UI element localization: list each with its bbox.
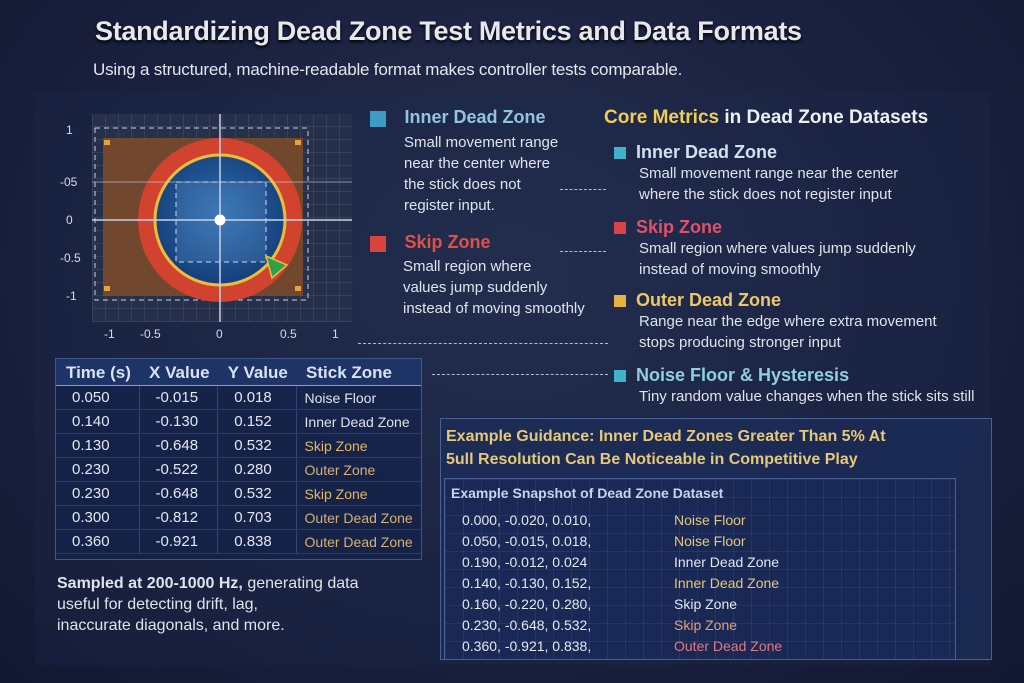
table-cell: 0.360	[56, 529, 140, 554]
snapshot-row: 0.230, -0.648, 0.532, Skip Zone	[462, 617, 738, 633]
square-icon	[614, 370, 626, 383]
connector-arrow	[560, 189, 606, 190]
table-cell: Outer Zone	[296, 457, 421, 482]
table-cell: Inner Dead Zone	[296, 409, 421, 434]
table-cell: 0.532	[217, 433, 297, 458]
snapshot-panel	[444, 478, 956, 660]
x-tick: -0.5	[140, 327, 161, 341]
inner-dead-zone-swatch-icon	[370, 110, 386, 127]
sampling-note: Sampled at 200-1000 Hz, generating data …	[57, 575, 359, 634]
core-item-outer-dead-zone: Outer Dead Zone Range near the edge wher…	[614, 290, 937, 353]
legend-desc: near the center where	[404, 155, 550, 172]
square-icon	[614, 295, 626, 308]
table-row: 0.360 -0.921 0.838 Outer Dead Zone	[56, 529, 421, 554]
col-header: X Value	[139, 359, 218, 386]
snapshot-row: 0.000, -0.020, 0.010, Noise Floor	[462, 512, 746, 528]
core-metrics-title: Core Metrics in Dead Zone Datasets	[604, 107, 929, 128]
legend-desc: register input.	[404, 197, 495, 214]
table-cell: 0.230	[56, 481, 140, 506]
legend-desc: instead of moving smoothly	[403, 300, 585, 317]
table-row: 0.300 -0.812 0.703 Outer Dead Zone	[56, 505, 421, 530]
table-cell: 0.018	[217, 385, 297, 410]
snapshot-row: 0.050, -0.015, 0.018, Noise Floor	[462, 533, 746, 549]
page-subtitle: Using a structured, machine-readable for…	[93, 60, 683, 79]
table-row: 0.140 -0.130 0.152 Inner Dead Zone	[56, 409, 421, 434]
table-cell: -0.648	[139, 433, 219, 458]
table-cell: 0.300	[56, 505, 140, 530]
skip-zone-swatch-icon	[370, 235, 386, 252]
table-cell: -0.015	[139, 385, 219, 410]
table-cell: 0.050	[56, 385, 140, 410]
page-title: Standardizing Dead Zone Test Metrics and…	[95, 16, 802, 46]
legend-label: Skip Zone	[404, 232, 491, 252]
core-item-skip-zone: Skip Zone Small region where values jump…	[614, 217, 916, 280]
core-item-noise-floor: Noise Floor & Hysteresis Tiny random val…	[614, 365, 974, 407]
table-cell: -0.130	[139, 409, 219, 434]
snapshot-row: 0.140, -0.130, 0.152, Inner Dead Zone	[462, 575, 780, 591]
square-icon	[614, 147, 626, 160]
table-cell: Skip Zone	[296, 481, 421, 506]
table-cell: 0.280	[217, 457, 297, 482]
col-header: Time (s)	[56, 359, 140, 386]
snapshot-rows: 0.000, -0.020, 0.010, Noise Floor 0.050, -…	[462, 510, 782, 657]
table-cell: Outer Dead Zone	[296, 529, 421, 554]
y-tick: -0.5	[60, 251, 81, 265]
table-cell: Skip Zone	[296, 433, 421, 458]
table-row: 0.050 -0.015 0.018 Noise Floor	[56, 385, 421, 410]
col-header: Stick Zone	[296, 359, 421, 386]
legend-inner-dead-zone: Inner Dead Zone Small movement range nea…	[370, 107, 610, 216]
table-row: 0.230 -0.648 0.532 Skip Zone	[56, 481, 421, 506]
table-cell: -0.812	[139, 505, 219, 530]
table-cell: 0.130	[56, 433, 140, 458]
snapshot-row: 0.360, -0.921, 0.838, Outer Dead Zone	[462, 638, 783, 654]
table-cell: Outer Dead Zone	[296, 505, 421, 530]
legend-desc: Small movement range	[404, 134, 559, 151]
connector-arrow	[358, 343, 608, 344]
legend-desc: Small region where	[403, 258, 532, 275]
x-tick: 0.5	[280, 327, 297, 341]
legend-desc: the stick does not	[404, 176, 521, 193]
table-row: 0.230 -0.522 0.280 Outer Zone	[56, 457, 421, 482]
table-cell: Noise Floor	[296, 385, 421, 410]
x-tick: -1	[104, 327, 115, 341]
table-cell: -0.522	[139, 457, 219, 482]
table-cell: 0.532	[217, 481, 297, 506]
connector-arrow	[560, 251, 606, 252]
x-tick: 1	[332, 327, 339, 341]
legend-label: Inner Dead Zone	[404, 107, 546, 127]
y-tick: 1	[66, 123, 73, 137]
table-cell: 0.703	[217, 505, 297, 530]
col-header: Y Value	[217, 359, 297, 386]
core-item-inner-dead-zone: Inner Dead Zone Small movement range nea…	[614, 142, 898, 205]
table-cell: -0.921	[139, 529, 219, 554]
sample-table: Time (s) X Value Y Value Stick Zone 0.05…	[55, 358, 422, 560]
legend-skip-zone: Skip Zone Small region where values jump…	[370, 232, 610, 319]
table-row: 0.130 -0.648 0.532 Skip Zone	[56, 433, 421, 458]
dead-zone-chart: 1 -05 0 -0.5 -1 -1 -0.5 0 0.5 1	[40, 100, 370, 345]
y-tick: -05	[60, 175, 78, 189]
snapshot-row: 0.160, -0.220, 0.280, Skip Zone	[462, 596, 738, 612]
table-cell: -0.648	[139, 481, 219, 506]
table-cell: 0.152	[217, 409, 297, 434]
legend-desc: values jump suddenly	[403, 279, 548, 296]
table-cell: 0.230	[56, 457, 140, 482]
snapshot-row: 0.190, -0.012, 0.024 Inner Dead Zone	[462, 554, 780, 570]
y-tick: 0	[66, 213, 73, 227]
table-cell: 0.838	[217, 529, 297, 554]
x-tick: 0	[216, 327, 223, 341]
connector-arrow	[432, 374, 608, 375]
table-cell: 0.140	[56, 409, 140, 434]
guidance-text: Example Guidance: Inner Dead Zones Great…	[446, 428, 886, 468]
y-tick: -1	[66, 289, 77, 303]
square-icon	[614, 222, 626, 235]
snapshot-title: Example Snapshot of Dead Zone Dataset	[451, 485, 724, 501]
